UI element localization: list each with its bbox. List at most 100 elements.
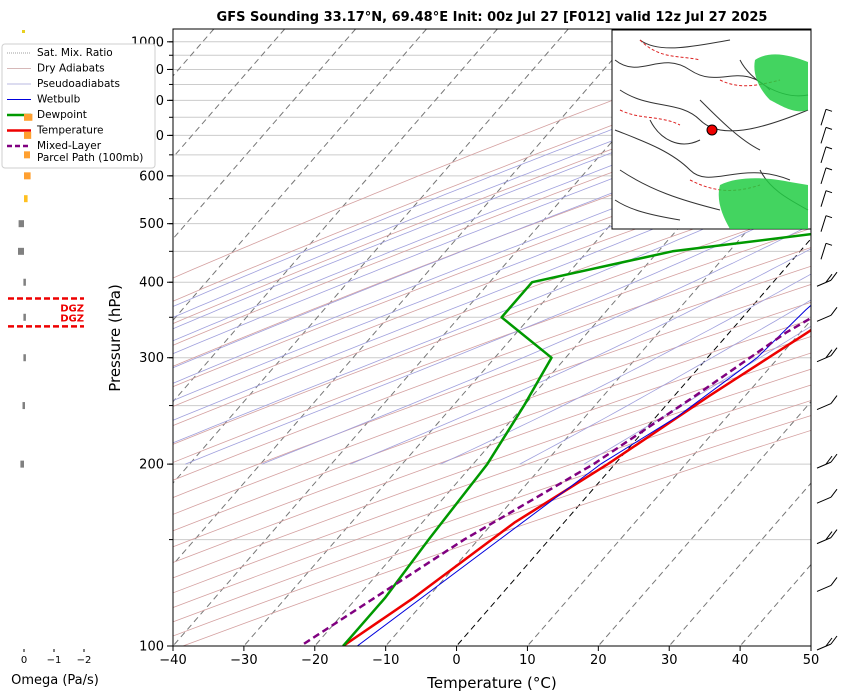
dry-adiabat [173,265,811,498]
x-tick-label: −20 [301,653,328,668]
y-tick-label: 200 [139,458,164,473]
series-temperature [342,328,811,646]
legend-label: Sat. Mix. Ratio [37,47,113,59]
dry-adiabat [173,368,811,594]
wind-barb [820,146,833,163]
dry-adiabat [173,319,811,548]
omega-bar [23,278,26,286]
map-precip-south [718,178,808,229]
x-tick-label: 50 [803,653,820,668]
isotherm [456,238,811,646]
legend-label: Pseudoadiabats [37,78,120,90]
x-axis-label: Temperature (°C) [426,674,556,692]
wind-barb [816,453,838,469]
legend-label: Dry Adiabats [37,63,105,75]
wind-barb [816,635,838,651]
wind-barb [820,215,833,232]
wind-barb [816,395,838,411]
y-tick-label: 100 [139,640,164,655]
dry-adiabat [173,336,811,563]
legend: Sat. Mix. Ratio Dry Adiabats Pseudoadiabat… [1,43,156,169]
isotherm [385,156,811,646]
isotherm [597,400,811,646]
plot-frame [172,28,812,647]
wind-barbs [816,108,838,651]
x-tick-label: −10 [372,653,399,668]
x-tick-label: −30 [230,653,257,668]
wind-barb [816,306,838,322]
isotherm [668,482,811,646]
pseudoadiabat [185,201,811,465]
mixing-ratio-line [850,29,858,224]
pseudoadiabat [173,181,811,444]
wind-barb [816,347,838,363]
omega-axis-label: Omega (Pa/s) [11,673,99,688]
corner-marker [22,30,25,33]
legend-label: Dewpoint [37,109,87,121]
omega-tick-label: −2 [77,655,92,666]
dry-adiabat [173,247,811,481]
omega-bar [23,354,26,362]
isotherm [527,319,811,646]
pseudoadiabat [440,273,811,465]
omega-bar [24,151,30,159]
legend-label: Mixed-Layer Parcel Path (100mb) [37,140,143,164]
legend-label: Wetbulb [37,94,81,106]
omega-bar [20,460,24,468]
series-wetbulb [357,304,811,646]
map-pressure-contours [619,39,781,191]
pseudoadiabat [261,224,811,465]
dry-adiabat [173,208,811,445]
mixing-ratio-line [828,29,858,224]
omega-tick-label: −1 [47,655,62,666]
wind-barb [816,271,838,287]
omega-bar [24,172,31,180]
y-tick-label: 600 [139,169,164,184]
wind-barb [820,126,833,144]
omega-bar [22,402,25,410]
dry-adiabat [173,352,811,579]
wind-barb [820,242,833,260]
omega-bar [24,113,33,121]
y-axis-label: Pressure (hPa) [106,284,124,392]
sounding-location-marker [706,124,718,136]
dry-adiabat [173,284,811,515]
omega-bar [18,247,24,255]
dry-adiabat [173,227,811,463]
dry-adiabat [173,301,811,532]
wind-barb [816,488,838,504]
omega-tick-label: 0 [21,655,27,666]
mixing-ratio-label: 8 [825,214,830,223]
wind-barb [816,529,838,545]
wind-barb [816,577,838,592]
inset-map [611,29,812,230]
x-tick-label: 10 [519,653,536,668]
x-tick-label: 30 [661,653,678,668]
x-tick-label: 20 [590,653,607,668]
isotherm [173,29,640,566]
isotherm [173,29,711,646]
omega-bar [24,131,32,139]
dgz-label: DGZ [60,303,84,314]
y-tick-label: 500 [139,217,164,232]
chart-title: GFS Sounding 33.17°N, 69.48°E Init: 00z … [217,10,768,25]
dgz-label: DGZ [60,313,84,324]
legend-label: Temperature [36,125,104,137]
isotherm [314,75,811,646]
omega-bar [24,195,28,203]
y-tick-label: 400 [139,276,164,291]
omega-bar [23,313,26,321]
dry-adiabat [173,76,811,325]
x-tick-label: 40 [732,653,749,668]
omega-bar [18,220,24,228]
isotherm [243,29,782,646]
pseudoadiabat [173,87,811,342]
x-tick-label: 0 [452,653,460,668]
pseudoadiabat [350,248,811,465]
mixing-ratio-label: 10 [845,214,855,223]
dry-adiabat [173,100,811,346]
isotherm [810,645,811,646]
wind-barb [820,108,833,126]
dry-adiabat [173,187,811,427]
